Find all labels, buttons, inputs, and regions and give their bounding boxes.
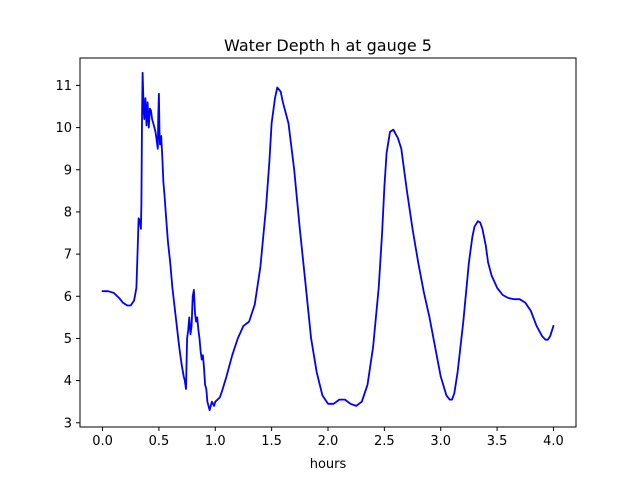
x-tick-label: 0.5 bbox=[149, 434, 170, 449]
x-tick-label: 1.0 bbox=[205, 434, 226, 449]
x-tick-label: 3.5 bbox=[487, 434, 508, 449]
y-tick-label: 7 bbox=[64, 248, 72, 263]
y-tick-label: 6 bbox=[64, 290, 72, 305]
plot-frame bbox=[79, 57, 577, 428]
y-tick-label: 5 bbox=[64, 332, 72, 347]
x-tick-label: 3.0 bbox=[430, 434, 451, 449]
chart-title: Water Depth h at gauge 5 bbox=[224, 36, 432, 55]
plot-area: 0.0 0.5 1.0 1.5 2.0 2.5 3.0 3.5 4.0 3 4 5 6 7 8 9 10 11 bbox=[55, 57, 577, 449]
x-tick-label: 0.0 bbox=[92, 434, 113, 449]
x-tick-label: 1.5 bbox=[261, 434, 282, 449]
x-axis-label: hours bbox=[310, 457, 347, 472]
series-line bbox=[101, 71, 555, 412]
x-tick-label: 2.0 bbox=[318, 434, 339, 449]
y-tick-label: 10 bbox=[55, 121, 72, 136]
series-layer bbox=[101, 71, 555, 412]
y-axis-ticks: 3 4 5 6 7 8 9 10 11 bbox=[55, 79, 80, 431]
y-tick-label: 3 bbox=[64, 416, 72, 431]
x-tick-label: 4.0 bbox=[543, 434, 564, 449]
x-tick-label: 2.5 bbox=[374, 434, 395, 449]
y-tick-label: 8 bbox=[64, 205, 72, 220]
y-tick-label: 9 bbox=[64, 163, 72, 178]
x-axis-ticks: 0.0 0.5 1.0 1.5 2.0 2.5 3.0 3.5 4.0 bbox=[92, 427, 564, 449]
y-tick-label: 11 bbox=[55, 79, 72, 94]
y-tick-label: 4 bbox=[64, 374, 72, 389]
